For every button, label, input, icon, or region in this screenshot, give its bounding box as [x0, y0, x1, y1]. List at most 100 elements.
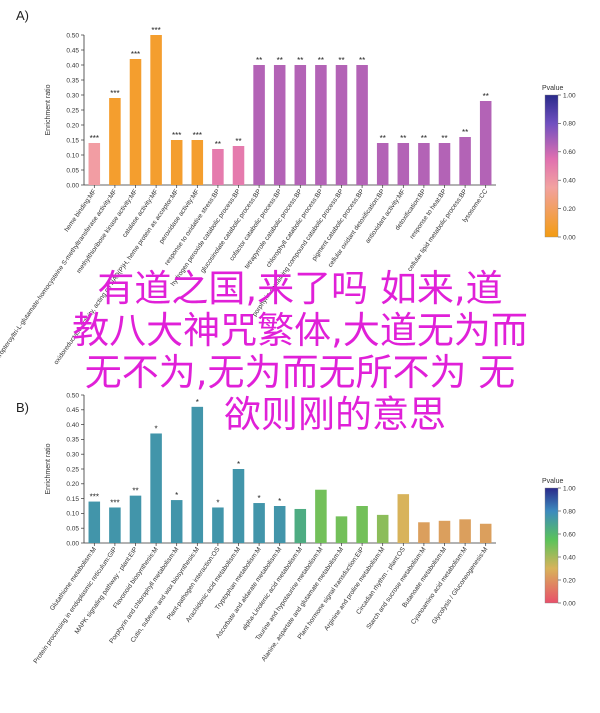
y-tick-label: 0.45 [66, 47, 79, 54]
legend-tick-label: 0.60 [563, 531, 576, 538]
y-tick-label: 0.00 [66, 540, 79, 547]
significance-label: *** [172, 131, 181, 140]
bar [273, 506, 286, 543]
legend-tick-label: 0.00 [563, 234, 576, 241]
bar [315, 489, 327, 543]
significance-label: ** [400, 134, 406, 143]
y-tick-label: 0.00 [66, 182, 79, 189]
y-tick-label: 0.35 [66, 77, 79, 84]
y-tick-label: 0.30 [66, 452, 79, 459]
bar [170, 500, 183, 543]
bar [191, 140, 204, 185]
bar [88, 143, 101, 185]
bar [232, 469, 245, 543]
y-tick-label: 0.50 [66, 32, 79, 39]
legend-tick-label: 0.80 [563, 121, 576, 128]
bar [376, 514, 389, 543]
overlay-line-1: 有道之国,来了吗 如来,道 [97, 267, 503, 310]
significance-label: *** [90, 493, 99, 502]
x-tick-label: antioxidant activity:MF [364, 188, 407, 245]
y-tick-label: 0.10 [66, 152, 79, 159]
y-tick-label: 0.50 [66, 392, 79, 399]
x-tick-label: response to heat:BP [409, 188, 449, 240]
panel-label: B) [16, 400, 29, 415]
y-tick-label: 0.20 [66, 122, 79, 129]
bar [459, 519, 471, 543]
significance-label: ** [483, 92, 489, 101]
significance-label: * [175, 491, 178, 500]
bar [397, 494, 410, 543]
legend-tick-label: 0.40 [563, 554, 576, 561]
overlay-line-3: 无不为,无为而无所不为 无 [84, 351, 516, 394]
significance-label: ** [441, 134, 447, 143]
bar [335, 516, 348, 543]
y-tick-label: 0.30 [66, 92, 79, 99]
legend-tick-label: 1.00 [563, 485, 576, 492]
legend-tick-label: 0.20 [563, 577, 576, 584]
significance-label: *** [110, 89, 119, 98]
legend-title: Pvalue [542, 85, 564, 92]
bar [253, 65, 265, 185]
bar [438, 143, 451, 185]
y-tick-label: 0.20 [66, 481, 79, 488]
y-tick-label: 0.25 [66, 466, 79, 473]
significance-label: *** [131, 50, 140, 59]
significance-label: *** [151, 26, 160, 35]
bar [253, 503, 265, 543]
y-tick-label: 0.35 [66, 437, 79, 444]
bar [356, 506, 368, 543]
bar [88, 501, 101, 543]
bar [294, 65, 307, 185]
y-tick-label: 0.45 [66, 407, 79, 414]
bar [150, 433, 162, 543]
bar [109, 507, 121, 543]
legend-title: Pvalue [542, 478, 564, 485]
legend-tick-label: 0.20 [563, 206, 576, 213]
bar [129, 59, 142, 185]
y-tick-label: 0.05 [66, 526, 79, 533]
y-tick-label: 0.40 [66, 422, 79, 429]
bar [212, 507, 224, 543]
bar [356, 65, 368, 185]
bar [438, 520, 451, 543]
significance-label: *** [90, 134, 99, 143]
legend-colorbar [544, 487, 559, 604]
bar [232, 146, 245, 185]
x-tick-label: Protein processing in endoplasmic reticu… [32, 546, 118, 665]
bar [418, 522, 430, 543]
significance-label: ** [421, 134, 427, 143]
legend-colorbar [544, 94, 559, 238]
significance-label: * [196, 398, 199, 407]
bar [109, 98, 121, 185]
bar [170, 140, 183, 185]
legend-tick-label: 0.00 [563, 600, 576, 607]
significance-label: *** [193, 131, 202, 140]
bar [418, 143, 430, 185]
significance-label: ** [256, 56, 262, 65]
significance-label: ** [277, 56, 283, 65]
bar [459, 137, 471, 185]
bar [479, 101, 492, 185]
bar [273, 65, 286, 185]
significance-label: ** [338, 56, 344, 65]
y-tick-label: 0.05 [66, 167, 79, 174]
y-tick-label: 0.15 [66, 496, 79, 503]
significance-label: ** [132, 487, 138, 496]
significance-label: * [216, 498, 219, 507]
bar [129, 495, 142, 543]
bar [315, 65, 327, 185]
significance-label: * [258, 494, 261, 503]
legend-tick-label: 1.00 [563, 92, 576, 99]
bar [150, 35, 162, 185]
significance-label: *** [110, 498, 119, 507]
significance-label: * [155, 424, 158, 433]
bar [294, 508, 307, 543]
significance-label: * [278, 497, 281, 506]
legend-tick-label: 0.40 [563, 178, 576, 185]
significance-label: ** [462, 128, 468, 137]
bar [376, 143, 389, 185]
bar [397, 143, 410, 185]
significance-label: * [237, 460, 240, 469]
significance-label: ** [380, 134, 386, 143]
